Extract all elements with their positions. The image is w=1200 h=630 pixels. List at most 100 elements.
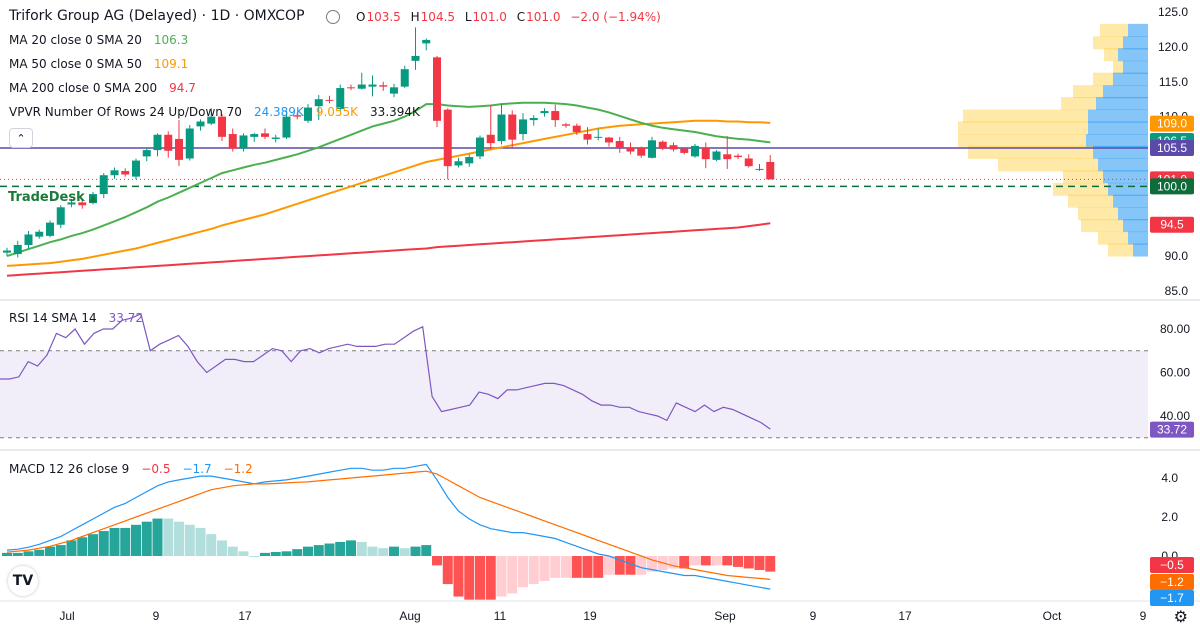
candle-body bbox=[89, 194, 97, 204]
rsi-tick-label: 60.00 bbox=[1160, 366, 1190, 380]
macd-histogram-bar bbox=[722, 556, 733, 566]
collapse-legend-button[interactable]: ⌃ bbox=[9, 128, 33, 148]
macd-histogram-bar bbox=[389, 546, 399, 556]
vpvr-legend[interactable]: VPVR Number Of Rows 24 Up/Down 70 24.389K… bbox=[9, 105, 420, 119]
vpvr-up-bar bbox=[1118, 207, 1148, 221]
vpvr-down-bar bbox=[1063, 170, 1103, 184]
ma20-legend[interactable]: MA 20 close 0 SMA 20 106.3 bbox=[9, 33, 189, 47]
vpvr-up-bar bbox=[1093, 145, 1148, 159]
macd-histogram-bar bbox=[346, 540, 356, 556]
macd-histogram-group bbox=[2, 518, 776, 600]
candle-body bbox=[680, 148, 689, 153]
macd-histogram-bar bbox=[647, 556, 657, 572]
candle-body bbox=[712, 151, 721, 160]
candle-body bbox=[185, 128, 194, 159]
macd-histogram-bar bbox=[98, 531, 109, 556]
time-axis-label: Oct bbox=[1043, 609, 1062, 623]
macd-signal-value: −1.2 bbox=[223, 462, 253, 476]
candle-body bbox=[325, 99, 334, 101]
macd-tick-label: 4.0 bbox=[1161, 471, 1178, 485]
market-status-icon[interactable] bbox=[326, 10, 340, 24]
macd-histogram-bar bbox=[399, 548, 410, 556]
candle-body bbox=[701, 147, 710, 160]
macd-legend[interactable]: MACD 12 26 close 9 −0.5 −1.7 −1.2 bbox=[9, 462, 253, 476]
price-tick-label: 120.0 bbox=[1158, 40, 1188, 54]
price-tag-bg bbox=[1150, 216, 1194, 233]
macd-signal-line bbox=[6, 470, 771, 580]
vpvr-up-bar bbox=[1128, 231, 1148, 245]
vpvr-down-bar bbox=[963, 109, 1088, 123]
time-axis-label: 9 bbox=[153, 609, 160, 623]
gear-icon[interactable]: ⚙ bbox=[1173, 607, 1188, 626]
macd-histogram-bar bbox=[292, 549, 303, 556]
vpvr-down-bar bbox=[1093, 72, 1113, 86]
symbol-title[interactable]: Trifork Group AG (Delayed) · 1D · OMXCOP bbox=[9, 8, 305, 24]
rsi-line bbox=[0, 312, 771, 430]
vpvr-down-bar bbox=[1108, 243, 1133, 257]
triangle-up-icon: ▲ bbox=[89, 193, 97, 204]
candle-body bbox=[153, 134, 162, 151]
macd-histogram-bar bbox=[528, 556, 539, 585]
vpvr-up-bar bbox=[1113, 72, 1148, 86]
macd-histogram-bar bbox=[593, 556, 604, 578]
macd-histogram-bar bbox=[217, 540, 227, 556]
candle-body bbox=[486, 134, 495, 144]
candle-body bbox=[648, 140, 656, 158]
macd-histogram-bar bbox=[66, 540, 77, 556]
vpvr-up-bar bbox=[1096, 97, 1148, 111]
macd-histogram-bar bbox=[539, 556, 550, 581]
macd-histogram-bar bbox=[754, 556, 765, 571]
ma50-value: 109.1 bbox=[153, 57, 189, 71]
rsi-legend[interactable]: RSI 14 SMA 14 33.72 bbox=[9, 311, 144, 325]
macd-histogram-bar bbox=[668, 556, 679, 569]
macd-histogram-bar bbox=[88, 534, 98, 556]
vpvr-down-bar bbox=[1081, 219, 1123, 233]
macd-histogram-bar bbox=[507, 556, 518, 594]
macd-histogram-bar bbox=[174, 521, 184, 556]
macd-histogram-bar bbox=[765, 556, 776, 572]
vpvr-down-bar bbox=[1061, 97, 1096, 111]
price-tag-label: 105.5 bbox=[1157, 141, 1187, 155]
candle-body bbox=[336, 88, 345, 109]
vpvr-up-bar bbox=[1088, 121, 1148, 135]
macd-histogram-bar bbox=[324, 543, 335, 556]
macd-histogram-bar bbox=[604, 556, 614, 575]
tradingview-logo[interactable]: TV bbox=[8, 566, 38, 596]
vpvr-down-bar bbox=[1113, 60, 1123, 74]
candle-body bbox=[271, 137, 280, 139]
candle-body bbox=[314, 99, 323, 107]
candle-body bbox=[3, 250, 11, 253]
macd-histogram-bar bbox=[356, 541, 367, 556]
macd-histogram-bar bbox=[367, 546, 378, 556]
macd-histogram-bar bbox=[281, 551, 292, 556]
vpvr-up-bar bbox=[1103, 85, 1148, 99]
vpvr-down-bar bbox=[1100, 23, 1128, 37]
macd-histogram-bar bbox=[45, 546, 55, 556]
candle-body bbox=[13, 244, 22, 255]
ma50-legend[interactable]: MA 50 close 0 SMA 50 109.1 bbox=[9, 57, 189, 71]
macd-histogram-bar bbox=[550, 556, 561, 578]
candle-body bbox=[519, 119, 527, 135]
ma200-legend[interactable]: MA 200 close 0 SMA 200 94.7 bbox=[9, 81, 196, 95]
vpvr-down-bar bbox=[1053, 182, 1108, 196]
macd-histogram-bar bbox=[270, 551, 281, 556]
macd-tag-label: −0.5 bbox=[1160, 558, 1184, 572]
macd-histogram-bar bbox=[421, 545, 432, 556]
macd-histogram-bar bbox=[152, 518, 163, 556]
vpvr-up-bar bbox=[1123, 36, 1148, 50]
candle-body bbox=[390, 87, 398, 94]
header-legend: Trifork Group AG (Delayed) · 1D · OMXCOP bbox=[9, 8, 319, 24]
rsi-tick-label: 40.00 bbox=[1160, 409, 1190, 423]
chevron-up-icon: ⌃ bbox=[16, 131, 26, 145]
vpvr-up-bar bbox=[1108, 182, 1148, 196]
time-axis-label: 9 bbox=[810, 609, 817, 623]
macd-histogram-bar bbox=[195, 527, 206, 556]
ohlc-values: O103.5 H104.5 L101.0 C101.0 −2.0 (−1.94%… bbox=[356, 10, 661, 24]
vpvr-down-bar bbox=[1098, 231, 1128, 245]
candle-body bbox=[132, 160, 140, 177]
candle-body bbox=[24, 234, 33, 245]
macd-histogram-bar bbox=[614, 556, 625, 575]
macd-histogram-bar bbox=[442, 556, 453, 585]
candle-body bbox=[658, 141, 667, 149]
